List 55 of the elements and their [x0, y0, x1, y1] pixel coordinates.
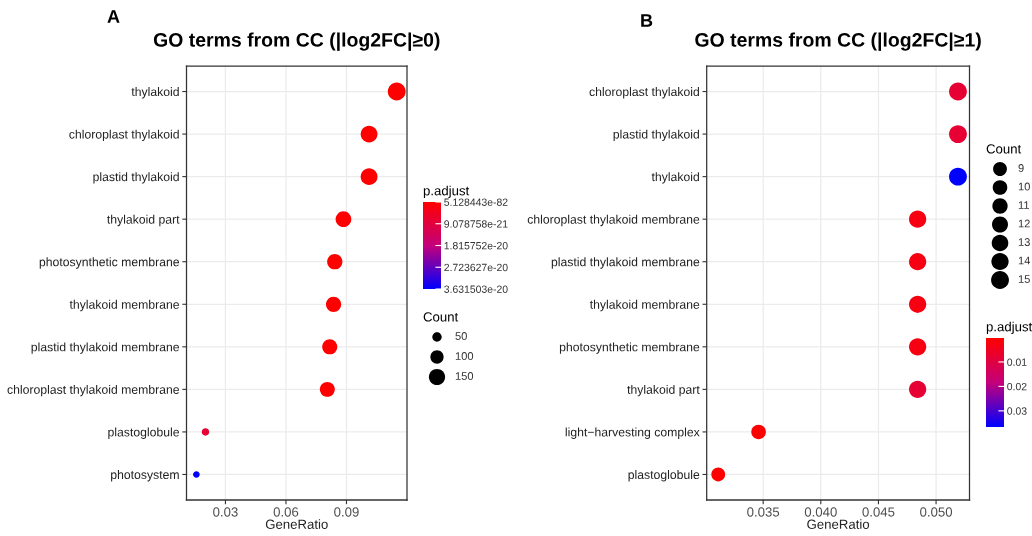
legend-title: Count: [986, 144, 1022, 154]
text: B: [641, 14, 653, 27]
y-tick-label: plastoglobule: [108, 427, 180, 439]
legend-label: 10: [1018, 182, 1030, 191]
y-tick-label: plastid thylakoid: [93, 172, 179, 184]
y-tick-label: plastid thylakoid membrane: [551, 257, 700, 269]
x-tick-label: 0.035: [747, 507, 780, 517]
y-tick-label: plastoglobule: [628, 470, 700, 482]
y-tick-label: thylakoid membrane: [69, 299, 180, 312]
x-tick-label: 0.045: [862, 507, 895, 517]
x-axis-title: GeneRatio: [265, 519, 328, 529]
x-tick-label: 0.03: [213, 507, 238, 517]
color-bar-title: p.adjust: [986, 321, 1032, 334]
x-axis-title: GeneRatio: [807, 519, 870, 529]
legend-label: 100: [455, 352, 474, 360]
legend-title: Count: [423, 312, 459, 322]
y-tick-label: thylakoid part: [627, 384, 700, 397]
legend-label: 150: [455, 372, 474, 380]
y-tick-label: plastid thylakoid membrane: [31, 342, 180, 354]
y-tick-label: light−harvesting complex: [565, 427, 700, 439]
y-tick-label: thylakoid part: [107, 214, 180, 227]
color-bar-label: 3.631503e-20: [444, 285, 508, 293]
legend-label: 9: [1018, 164, 1024, 172]
color-bar-label: 0.03: [1007, 407, 1027, 415]
x-tick-label: 0.06: [273, 507, 299, 517]
y-tick-label: photosynthetic membrane: [39, 257, 180, 269]
y-tick-label: thylakoid: [131, 87, 179, 99]
y-tick-label: photosynthetic membrane: [559, 342, 700, 354]
legend-label: 15: [1018, 275, 1030, 283]
legend-label: 50: [455, 332, 467, 340]
chart-title: GO terms from CC (|log2FC|≥1): [695, 32, 981, 51]
color-bar-label: 9.078758e-21: [444, 220, 508, 228]
x-tick-label: 0.050: [920, 507, 953, 517]
legend-label: 14: [1018, 256, 1031, 265]
color-bar-label: 0.01: [1007, 358, 1027, 366]
x-tick-label: 0.09: [334, 507, 359, 517]
chart-title: GO terms from CC (|log2FC|≥0): [153, 32, 440, 51]
legend-label: 11: [1018, 201, 1029, 209]
y-tick-label: thylakoid membrane: [589, 299, 700, 312]
y-tick-label: chloroplast thylakoid: [69, 129, 179, 142]
legend-label: 13: [1018, 238, 1030, 246]
y-tick-label: chloroplast thylakoid membrane: [7, 384, 180, 397]
text: A: [107, 10, 120, 23]
y-tick-label: chloroplast thylakoid: [589, 87, 699, 99]
y-tick-label: thylakoid: [651, 172, 699, 184]
color-bar-label: 5.128443e-82: [444, 198, 508, 206]
color-bar-label: 0.02: [1007, 382, 1027, 391]
y-tick-label: plastid thylakoid: [613, 129, 699, 142]
color-bar-label: 2.723627e-20: [444, 263, 508, 272]
x-tick-label: 0.040: [804, 507, 837, 517]
color-bar-title: p.adjust: [423, 185, 470, 198]
y-tick-label: photosystem: [111, 470, 179, 482]
legend-label: 12: [1018, 219, 1030, 228]
color-bar-label: 1.815752e-20: [444, 242, 508, 250]
y-tick-label: chloroplast thylakoid membrane: [527, 214, 700, 227]
